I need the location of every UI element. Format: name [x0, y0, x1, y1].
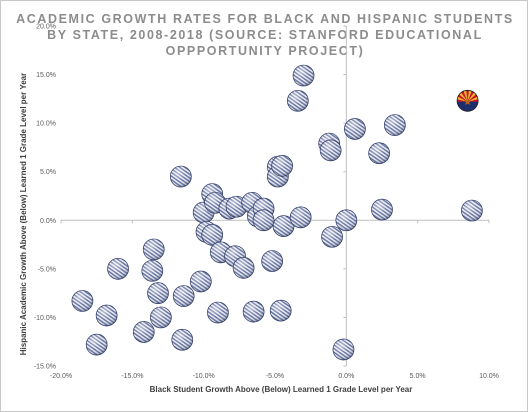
data-point [242, 300, 265, 323]
data-point [172, 285, 195, 307]
highlight-marker [456, 89, 479, 112]
x-tick-label: 10.0% [479, 373, 499, 380]
data-point [171, 328, 194, 351]
data-point [147, 282, 169, 304]
data-point [332, 338, 355, 361]
arizona-flag-icon [456, 89, 479, 112]
data-point [271, 155, 293, 177]
x-tick-label: -20.0% [50, 373, 72, 380]
x-tick-label: 0.0% [338, 373, 354, 380]
y-axis-title: Hispanic Academic Growth Above (Below) L… [19, 73, 28, 355]
data-point [335, 209, 358, 232]
data-point [150, 306, 172, 329]
data-point [141, 259, 164, 282]
data-point [252, 209, 275, 232]
data-point [142, 238, 165, 261]
data-point [272, 215, 295, 237]
x-axis-ticks: -20.0% -15.0% -10.0% -5.0% 0.0% 5.0% 10.0% [50, 220, 499, 380]
chart-title-line-3: OPPPORTUNITY PROJECT) [166, 44, 365, 58]
y-tick-label: 0.0% [40, 218, 56, 225]
data-point [261, 250, 283, 272]
data-point [95, 304, 118, 327]
data-point [169, 165, 192, 188]
data-point [232, 257, 255, 279]
data-point [292, 64, 315, 87]
y-tick-label: -10.0% [34, 315, 56, 322]
data-point [371, 198, 393, 221]
y-tick-label: -5.0% [38, 266, 56, 273]
chart-title-line-1: ACADEMIC GROWTH RATES FOR BLACK AND HISP… [16, 12, 514, 26]
data-points [71, 64, 483, 361]
y-tick-label: 20.0% [36, 24, 56, 31]
data-point [201, 224, 224, 246]
data-point [286, 89, 309, 112]
data-point [107, 258, 129, 280]
x-tick-label: -10.0% [193, 373, 215, 380]
x-tick-label: -15.0% [121, 373, 143, 380]
data-point [85, 333, 108, 356]
data-point [289, 206, 312, 229]
data-point [207, 301, 229, 324]
data-point [321, 225, 343, 248]
data-point [383, 114, 406, 136]
data-point [189, 270, 212, 293]
data-point [71, 290, 94, 312]
y-tick-label: 15.0% [36, 72, 56, 79]
y-tick-label: 10.0% [36, 121, 56, 128]
x-axis-title: Black Student Growth Above (Below) Learn… [150, 385, 413, 394]
data-point [368, 142, 390, 165]
x-tick-label: 5.0% [410, 373, 426, 380]
data-point [269, 299, 292, 322]
chart-title-line-2: BY STATE, 2008-2018 (SOURCE: STANFORD ED… [47, 28, 483, 42]
data-point [319, 139, 342, 162]
data-point [461, 199, 483, 222]
data-point [132, 321, 155, 343]
chart-title: ACADEMIC GROWTH RATES FOR BLACK AND HISP… [16, 12, 514, 58]
y-tick-label: 5.0% [40, 169, 56, 176]
x-tick-label: -5.0% [266, 373, 284, 380]
y-tick-label: -15.0% [34, 364, 56, 371]
data-point [344, 118, 366, 140]
y-axis-ticks: -15.0% -10.0% -5.0% 0.0% 5.0% 10.0% 15.0% 20.0% [34, 24, 347, 371]
